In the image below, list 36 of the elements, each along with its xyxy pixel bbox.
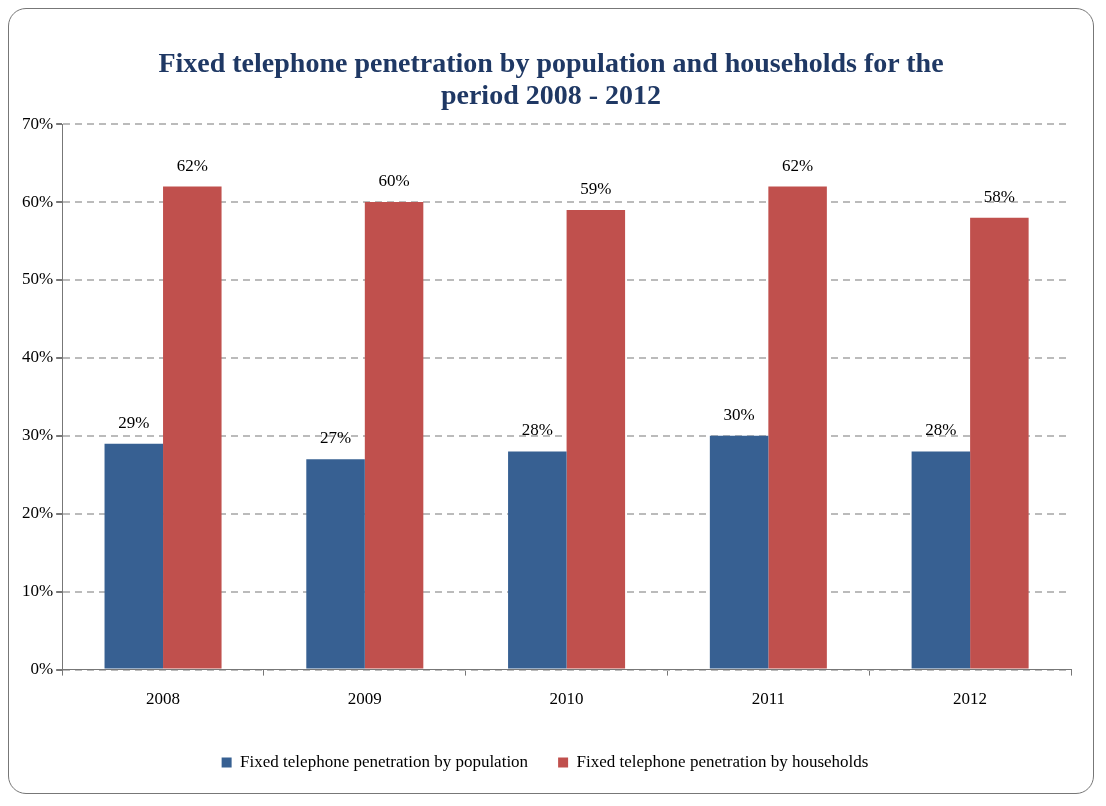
bar [364,202,424,669]
data-label: 62% [176,155,208,175]
y-tick-label: 30% [21,425,54,445]
data-label: 29% [118,412,150,432]
y-tick-label: 20% [21,503,54,523]
bar [566,209,626,669]
y-tick-label: 10% [21,581,54,601]
bar [306,459,365,669]
bar [911,451,971,669]
bar [768,186,827,669]
bar [970,217,1029,669]
y-tick-label: 40% [21,347,54,367]
bar [104,443,164,669]
data-label: 62% [782,155,814,175]
y-tick-label: 50% [21,269,54,289]
x-tick-label: 2010 [549,689,584,709]
y-tick-label: 70% [21,113,54,133]
data-label: 59% [580,178,612,198]
bar [163,186,222,669]
bar [709,435,769,669]
y-tick-label: 60% [21,191,54,211]
data-label: 30% [723,404,755,424]
legend-label: Fixed telephone penetration by households [576,751,869,771]
x-tick-label: 2012 [953,689,988,709]
bar [508,451,567,669]
data-label: 28% [925,420,957,440]
x-tick-label: 2009 [347,689,382,709]
data-label: 58% [983,186,1015,206]
legend-label: Fixed telephone penetration by population [240,751,529,771]
x-tick-label: 2008 [146,689,181,709]
chart-title: Fixed telephone penetration by population and households for the period 2008 - 2012 [157,47,945,111]
x-tick-label: 2011 [751,689,786,709]
data-label: 27% [319,428,352,448]
data-label: 60% [378,171,410,191]
y-tick-label: 0% [30,659,54,679]
data-label: 28% [521,420,553,440]
